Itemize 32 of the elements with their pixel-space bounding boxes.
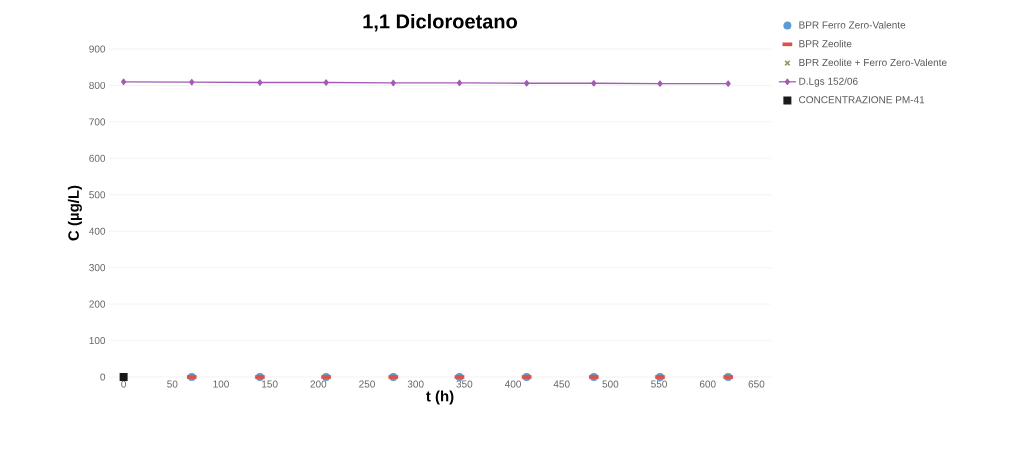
y-tick-label: 0	[100, 373, 106, 381]
x-tick-label: 650	[748, 380, 765, 388]
legend-label: BPR Zeolite	[799, 39, 852, 48]
x-tick-label: 600	[699, 380, 716, 388]
x-tick-label: 50	[167, 380, 178, 388]
x-tick-label: 300	[407, 380, 424, 388]
x-tick-label: 100	[213, 380, 229, 388]
x-tick-label: 400	[504, 380, 521, 388]
y-tick-label: 200	[89, 300, 106, 308]
legend-label: D.Lgs 152/06	[799, 77, 858, 87]
y-tick-label: 400	[89, 227, 106, 235]
x-tick-label: 200	[310, 380, 327, 388]
x-axis-title: t (h)	[426, 390, 454, 405]
y-tick-label: 600	[89, 154, 106, 162]
x-tick-label: 0	[121, 380, 127, 388]
legend-label: CONCENTRAZIONE PM-41	[799, 96, 925, 104]
legend-label: BPR Zeolite + Ferro Zero-Valente	[799, 58, 947, 67]
x-tick-label: 500	[602, 380, 619, 388]
legend-label: BPR Ferro Zero-Valente	[799, 21, 906, 29]
y-tick-label: 500	[89, 191, 106, 199]
x-tick-label: 550	[651, 380, 667, 388]
x-tick-label: 450	[553, 380, 570, 388]
y-axis-title: C (µg/L)	[67, 185, 82, 241]
y-tick-label: 300	[89, 264, 106, 272]
y-tick-label: 700	[89, 118, 106, 126]
y-tick-label: 800	[89, 81, 106, 89]
x-tick-label: 150	[262, 380, 278, 388]
x-tick-label: 350	[456, 380, 473, 388]
x-tick-label: 250	[359, 380, 375, 388]
chart-title: 1,1 Dicloroetano	[363, 13, 517, 32]
y-tick-label: 100	[89, 337, 106, 345]
y-tick-label: 900	[89, 45, 106, 53]
